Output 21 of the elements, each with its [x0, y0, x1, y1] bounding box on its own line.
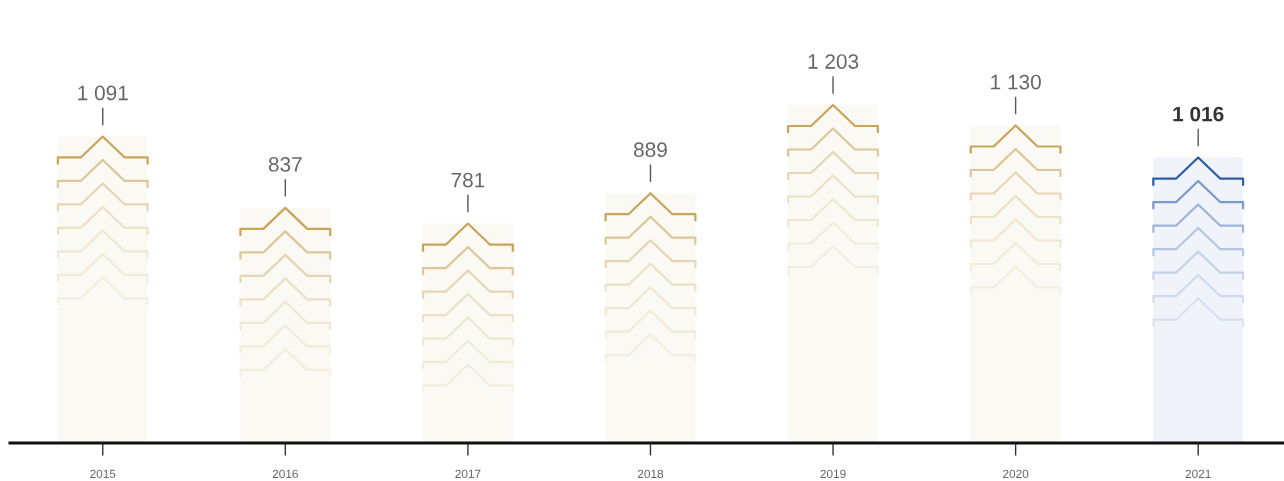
bar [423, 223, 513, 443]
bar [240, 207, 331, 443]
data-label: 781 [451, 172, 485, 188]
x-tick-label: 2017 [455, 469, 481, 479]
data-label: 889 [634, 142, 667, 158]
data-label: 1 016 [1173, 106, 1224, 122]
data-label: 1 203 [808, 54, 859, 69]
x-tick-label: 2021 [1185, 469, 1211, 479]
x-tick-label: 2019 [820, 469, 846, 479]
x-tick-label: 2018 [637, 469, 664, 479]
x-tick-label: 2020 [1003, 469, 1029, 479]
bar [605, 193, 696, 443]
x-tick-label: 2015 [90, 469, 116, 479]
bar [57, 136, 148, 443]
data-label: 1 091 [78, 85, 128, 101]
data-label: 837 [268, 156, 302, 172]
bar [970, 125, 1061, 443]
x-tick-label: 2016 [272, 469, 298, 479]
bar [788, 105, 878, 443]
data-label: 1 130 [991, 74, 1041, 90]
bar [1153, 157, 1244, 443]
